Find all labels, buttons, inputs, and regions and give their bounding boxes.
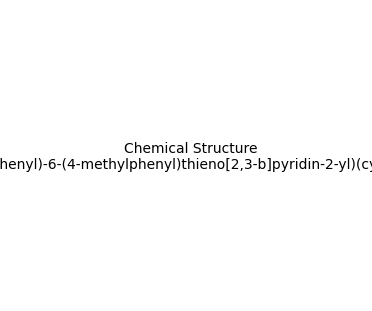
Text: Chemical Structure
3-amino-4-(4-chlorophenyl)-6-(4-methylphenyl)thieno[2,3-b]pyr: Chemical Structure 3-amino-4-(4-chloroph… xyxy=(0,142,372,172)
